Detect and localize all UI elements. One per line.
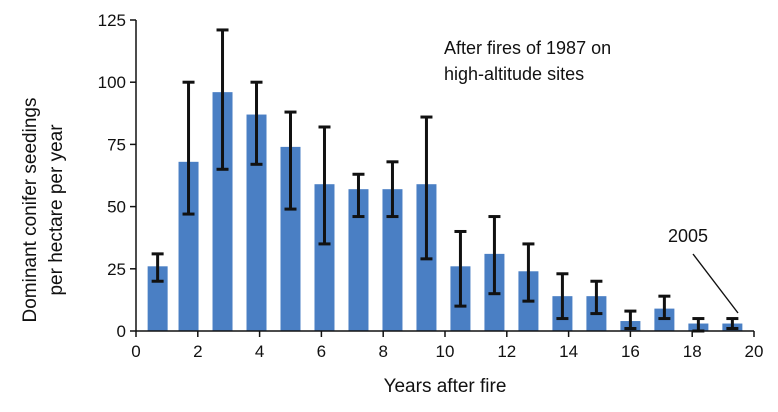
y-tick-label: 0: [117, 322, 126, 341]
y-tick-label: 75: [107, 135, 126, 154]
callout-label: 2005: [668, 226, 708, 246]
x-tick-label: 20: [745, 342, 764, 361]
y-axis-title-line-1: Dominant conifer seedings: [20, 98, 41, 323]
x-tick-label: 18: [683, 342, 702, 361]
y-tick-label: 50: [107, 198, 126, 217]
bar: [280, 146, 301, 331]
y-tick-label: 125: [98, 11, 126, 30]
callout-line: [692, 253, 739, 314]
bar: [348, 189, 369, 331]
annotation-line-2: high-altitude sites: [444, 64, 584, 84]
x-tick-label: 2: [193, 342, 202, 361]
bar: [382, 189, 403, 331]
x-ticks: 0 2 4 6 8 10 12 14 16 18 20: [131, 331, 763, 361]
y-ticks: 0 25 50 75 100 125: [98, 11, 136, 341]
bar: [178, 161, 199, 331]
bar: [246, 114, 267, 331]
annotation-line-1: After fires of 1987 on: [444, 38, 611, 58]
x-tick-label: 10: [436, 342, 455, 361]
bar: [314, 184, 335, 331]
x-tick-label: 16: [621, 342, 640, 361]
bars-layer: [147, 92, 743, 331]
y-tick-label: 25: [107, 260, 126, 279]
errorbars-layer: [151, 28, 739, 333]
x-tick-label: 12: [497, 342, 516, 361]
bar: [212, 92, 233, 331]
x-tick-label: 4: [255, 342, 264, 361]
x-tick-label: 14: [559, 342, 578, 361]
y-axis-title-line-2: per hectare per year: [46, 124, 67, 296]
x-tick-label: 0: [131, 342, 140, 361]
y-tick-label: 100: [98, 73, 126, 92]
y-axis-title: Dominant conifer seedings per hectare pe…: [20, 98, 67, 323]
x-tick-label: 6: [317, 342, 326, 361]
x-tick-label: 8: [378, 342, 387, 361]
x-axis-title: Years after fire: [384, 376, 507, 397]
